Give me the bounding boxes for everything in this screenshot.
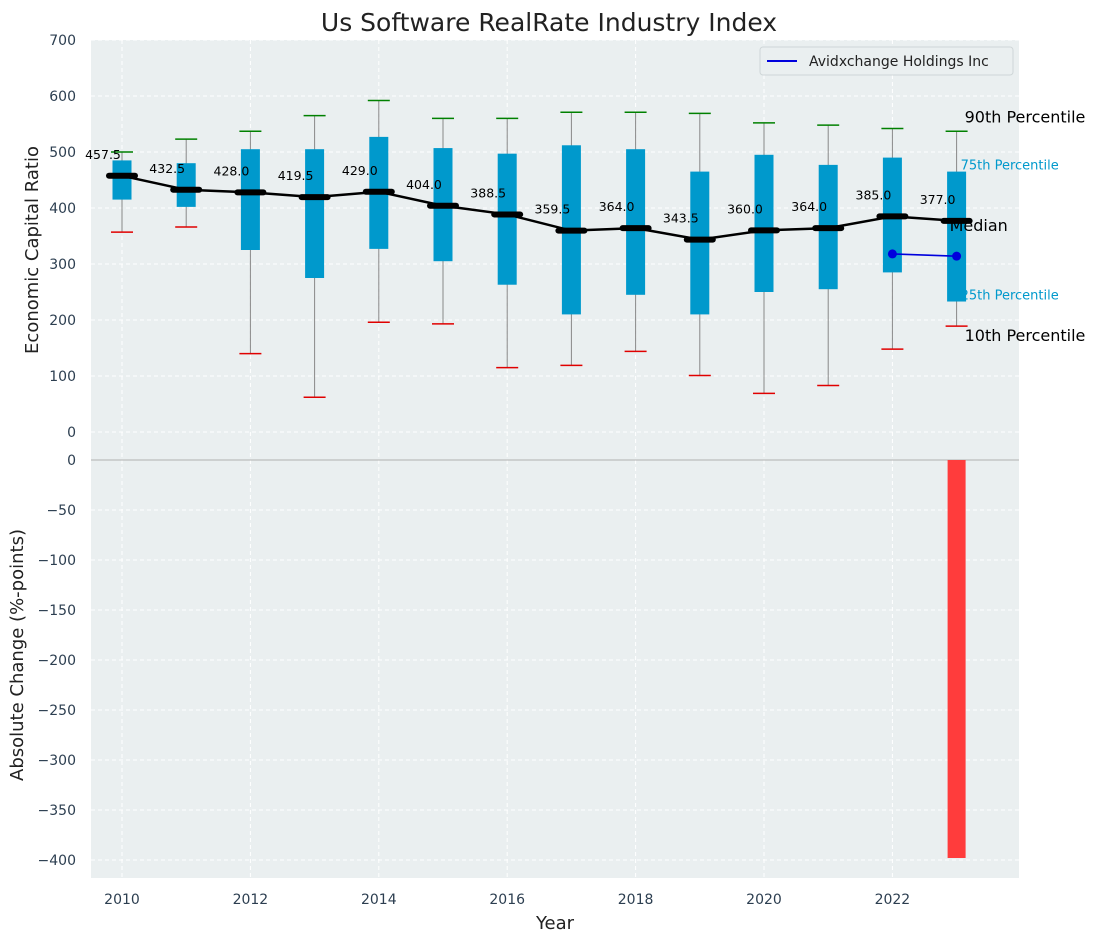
median-value-label: 385.0 bbox=[856, 187, 892, 202]
bottom-y-tick-label: −400 bbox=[38, 853, 76, 869]
x-tick-label: 2022 bbox=[875, 892, 911, 908]
bottom-y-tick-label: −300 bbox=[38, 753, 76, 769]
company-series-point bbox=[887, 249, 897, 259]
iqr-box bbox=[112, 160, 132, 200]
p10-annotation: 10th Percentile bbox=[965, 326, 1086, 345]
top-y-axis-title: Economic Capital Ratio bbox=[22, 146, 43, 354]
x-tick-label: 2012 bbox=[233, 892, 269, 908]
median-value-label: 404.0 bbox=[406, 177, 442, 192]
bottom-y-axis-title: Absolute Change (%-points) bbox=[7, 529, 28, 781]
iqr-box bbox=[947, 171, 967, 302]
median-value-label: 360.0 bbox=[727, 201, 763, 216]
median-value-labels: 457.5 432.5 428.0 419.5 429.0 404.0 388.5 359.5… bbox=[85, 147, 955, 226]
iqr-box bbox=[176, 163, 196, 207]
top-y-tick-label: 600 bbox=[49, 89, 76, 105]
top-y-tick-label: 500 bbox=[49, 145, 76, 161]
iqr-box bbox=[690, 171, 710, 315]
top-panel: 0 100 200 300 400 500 600 700 457.5 432.5 428.0 41… bbox=[49, 33, 1085, 460]
top-plot-background bbox=[91, 40, 1019, 460]
p90-annotation: 90th Percentile bbox=[965, 107, 1086, 126]
x-tick-label: 2016 bbox=[489, 892, 525, 908]
median-value-label: 429.0 bbox=[342, 163, 378, 178]
bottom-y-tick-label: −50 bbox=[46, 503, 76, 519]
median-trend-line bbox=[121, 174, 957, 241]
x-tick-label: 2010 bbox=[104, 892, 140, 908]
median-value-label: 359.5 bbox=[535, 202, 571, 217]
x-axis-title: Year bbox=[535, 913, 575, 934]
x-tick-label: 2014 bbox=[361, 892, 397, 908]
iqr-box bbox=[305, 149, 325, 278]
x-tick-labels: 2010 2012 2014 2016 2018 2020 2022 bbox=[104, 892, 910, 908]
median-value-label: 388.5 bbox=[470, 185, 506, 200]
median-value-label: 457.5 bbox=[85, 147, 121, 162]
top-y-tick-labels: 0 100 200 300 400 500 600 700 bbox=[49, 33, 76, 441]
bottom-y-tick-label: 0 bbox=[67, 453, 76, 469]
chart-title: Us Software RealRate Industry Index bbox=[321, 8, 777, 37]
company-series bbox=[887, 249, 962, 261]
iqr-box bbox=[754, 154, 774, 292]
top-y-tick-label: 100 bbox=[49, 369, 76, 385]
bottom-y-tick-label: −250 bbox=[38, 703, 76, 719]
bottom-y-tick-label: −200 bbox=[38, 653, 76, 669]
x-tick-label: 2020 bbox=[746, 892, 782, 908]
top-y-tick-label: 400 bbox=[49, 201, 76, 217]
median-value-label: 343.5 bbox=[663, 211, 699, 226]
median-annotation: Median bbox=[950, 216, 1008, 235]
company-series-line bbox=[892, 253, 957, 257]
bottom-panel: 0−50−100−150−200−250−300−350−400 2010 201… bbox=[38, 453, 1019, 908]
legend: Avidxchange Holdings Inc bbox=[759, 46, 1014, 76]
iqr-box bbox=[240, 149, 260, 250]
bottom-y-tick-label: −350 bbox=[38, 803, 76, 819]
change-bars bbox=[947, 460, 966, 858]
legend-label: Avidxchange Holdings Inc bbox=[809, 54, 989, 70]
x-tick-label: 2018 bbox=[618, 892, 654, 908]
legend-box bbox=[759, 46, 1014, 76]
q3-annotation: 75th Percentile bbox=[961, 159, 1059, 174]
bottom-grid bbox=[91, 459, 1019, 878]
bottom-y-tick-labels: 0 −50 −100 −150 −200 −250 −300 −350 −400 bbox=[38, 453, 76, 869]
q1-annotation: 25th Percentile bbox=[961, 289, 1059, 304]
iqr-box bbox=[497, 153, 517, 285]
bottom-y-tick-label: −150 bbox=[38, 603, 76, 619]
percentile-annotations: 90th Percentile 75th Percentile Median 25th… bbox=[950, 107, 1086, 345]
median-trend-polyline bbox=[121, 174, 957, 241]
median-value-label: 377.0 bbox=[920, 192, 956, 207]
iqr-box bbox=[626, 149, 646, 295]
bottom-y-tick-label: −100 bbox=[38, 553, 76, 569]
median-value-label: 364.0 bbox=[791, 199, 827, 214]
median-value-label: 432.5 bbox=[149, 161, 185, 176]
top-y-tick-label: 700 bbox=[49, 33, 76, 49]
median-value-label: 364.0 bbox=[599, 199, 635, 214]
change-bar bbox=[947, 460, 966, 858]
company-series-point bbox=[952, 251, 962, 261]
top-y-tick-label: 200 bbox=[49, 313, 76, 329]
median-value-label: 428.0 bbox=[214, 163, 250, 178]
bottom-plot-background bbox=[91, 460, 1019, 878]
top-y-tick-label: 300 bbox=[49, 257, 76, 273]
top-y-tick-label: 0 bbox=[67, 425, 76, 441]
median-value-label: 419.5 bbox=[278, 168, 314, 183]
